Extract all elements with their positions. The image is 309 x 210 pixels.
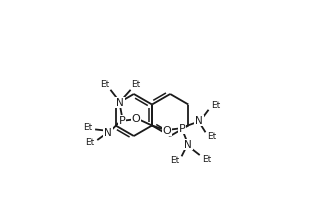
Text: Et: Et bbox=[131, 80, 141, 89]
Text: Et: Et bbox=[202, 155, 212, 164]
Text: Et: Et bbox=[85, 138, 95, 147]
Text: P: P bbox=[179, 123, 185, 134]
Text: N: N bbox=[184, 139, 192, 150]
Text: N: N bbox=[116, 97, 124, 108]
Text: N: N bbox=[104, 127, 112, 138]
Text: O: O bbox=[132, 113, 140, 123]
Text: Et: Et bbox=[211, 101, 221, 110]
Text: Et: Et bbox=[100, 80, 110, 89]
Text: Et: Et bbox=[170, 156, 180, 165]
Text: O: O bbox=[163, 126, 171, 135]
Text: N: N bbox=[195, 116, 203, 126]
Text: P: P bbox=[119, 116, 125, 126]
Text: Et: Et bbox=[207, 132, 217, 141]
Text: Et: Et bbox=[83, 123, 93, 132]
